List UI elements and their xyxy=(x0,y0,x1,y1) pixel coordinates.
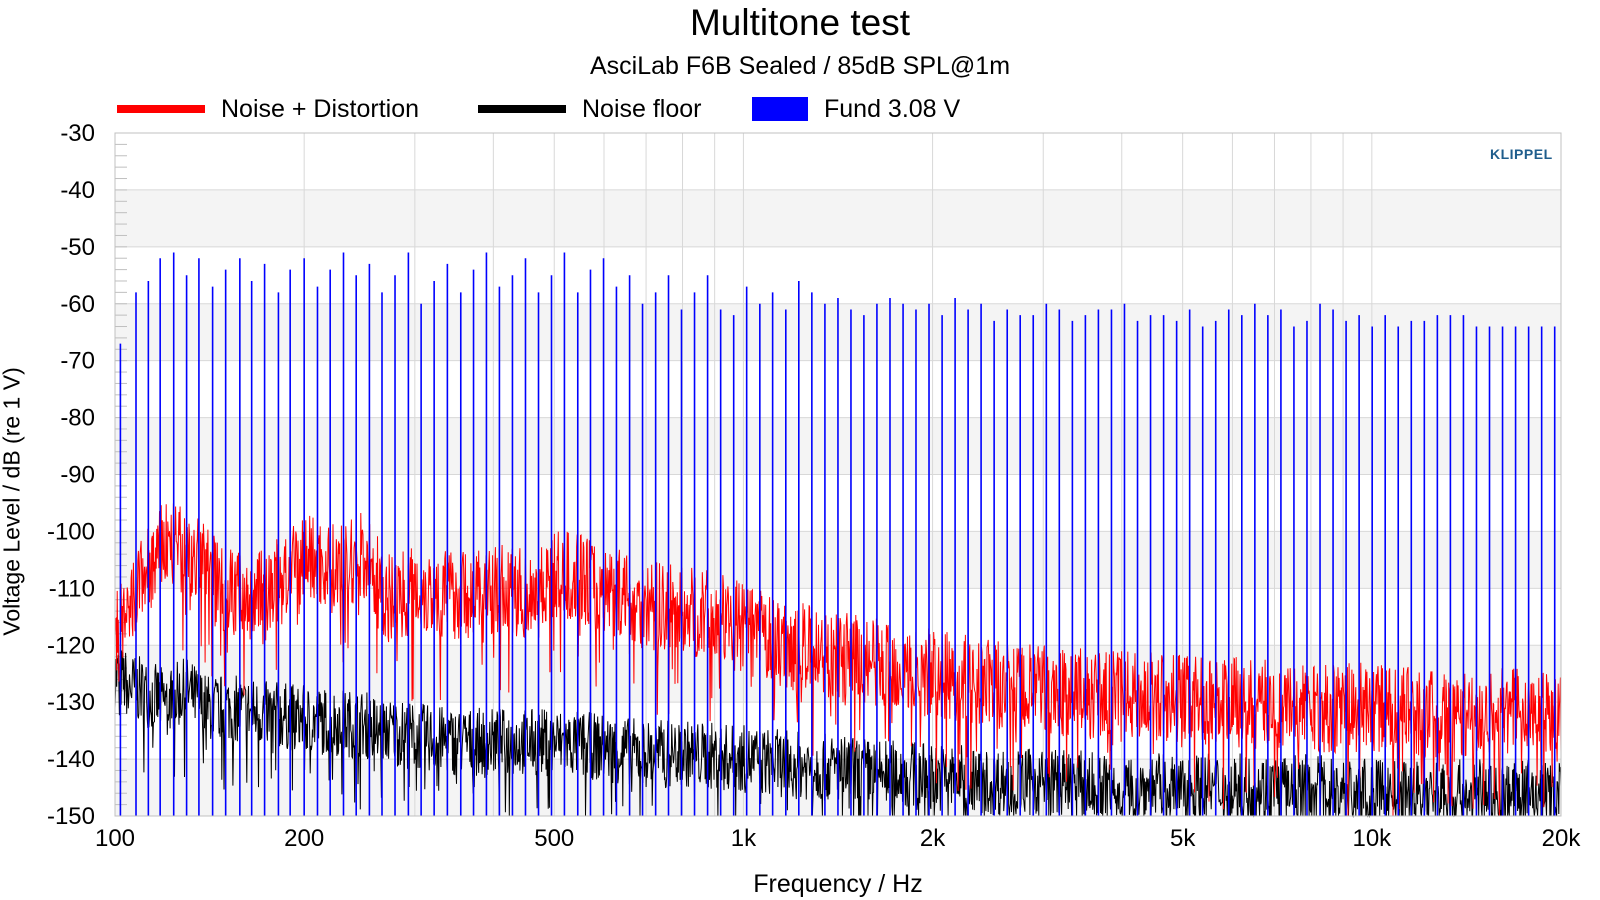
x-axis-label: Frequency / Hz xyxy=(753,870,923,898)
y-tick-label: -70 xyxy=(60,348,95,375)
y-tick-label: -30 xyxy=(60,120,95,147)
x-tick-label: 200 xyxy=(284,825,324,852)
legend-label-noise-floor: Noise floor xyxy=(582,94,702,123)
chart-subtitle: AsciLab F6B Sealed / 85dB SPL@1m xyxy=(589,52,1011,80)
y-tick-label: -130 xyxy=(47,689,95,716)
y-axis-ticks: -30 -40 -50 -60 -70 -80 -90 -100 -110 -120 -130 -14… xyxy=(47,120,95,830)
y-tick-label: -110 xyxy=(49,575,95,602)
brand-logo: KLIPPEL xyxy=(1490,146,1553,162)
legend-swatch-noise-floor xyxy=(478,105,566,113)
y-tick-label: -150 xyxy=(47,803,95,830)
y-tick-label: -50 xyxy=(60,234,95,261)
x-tick-label: 10k xyxy=(1352,825,1392,852)
y-tick-label: -40 xyxy=(60,177,95,204)
y-tick-label: -80 xyxy=(60,405,95,432)
x-tick-label: 2k xyxy=(920,825,946,852)
x-tick-label: 20k xyxy=(1542,825,1582,852)
legend-label-noise-distortion: Noise + Distortion xyxy=(221,94,419,123)
x-tick-label: 500 xyxy=(534,825,574,852)
y-tick-label: -120 xyxy=(47,632,95,659)
legend-item-noise-floor: Noise floor xyxy=(478,91,702,127)
x-tick-label: 100 xyxy=(95,825,135,852)
legend-label-fundamental: Fund 3.08 V xyxy=(824,94,961,123)
background-band xyxy=(115,246,1561,304)
chart-title: Multitone test xyxy=(689,2,911,43)
legend-swatch-noise-distortion xyxy=(117,105,205,113)
series-layer xyxy=(114,252,1562,818)
legend-item-fundamental: Fund 3.08 V xyxy=(752,91,960,127)
plot-frame xyxy=(114,132,1562,817)
y-tick-label: -140 xyxy=(47,746,95,773)
x-tick-label: 1k xyxy=(731,825,757,852)
x-tick-label: 5k xyxy=(1170,825,1196,852)
y-tick-label: -90 xyxy=(60,462,95,489)
y-tick-label: -60 xyxy=(60,291,95,318)
legend-item-noise-distortion: Noise + Distortion xyxy=(117,91,419,127)
y-axis-label: Voltage Level / dB (re 1 V) xyxy=(0,367,25,636)
background-band xyxy=(115,133,1561,190)
background-band xyxy=(115,189,1561,247)
y-tick-label: -100 xyxy=(47,518,95,545)
x-axis-ticks: 100 200 500 1k 2k 5k 10k 20k xyxy=(95,825,1581,852)
legend-swatch-fundamental xyxy=(752,97,808,121)
